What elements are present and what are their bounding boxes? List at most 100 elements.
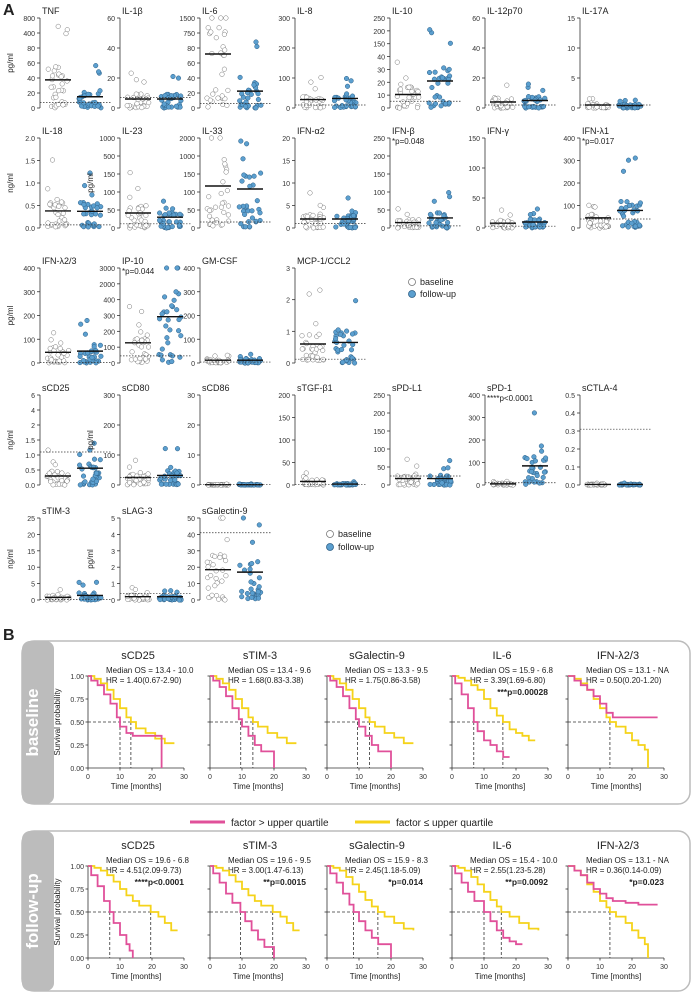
- baseline-point: [49, 73, 56, 79]
- x-tick-label: 30: [302, 774, 310, 781]
- follow-up-point: [427, 481, 433, 487]
- baseline-point: [62, 205, 68, 211]
- y-tick-label: 1.5: [25, 159, 35, 166]
- baseline-point: [225, 203, 232, 209]
- follow-up-point: [258, 170, 264, 176]
- follow-up-point: [448, 478, 454, 484]
- follow-up-point: [253, 105, 259, 111]
- y-tick-label: 100: [103, 345, 115, 352]
- follow-up-point: [629, 220, 635, 226]
- y-tick-label: 400: [468, 393, 480, 400]
- follow-up-point: [445, 465, 451, 471]
- follow-up-point: [254, 43, 260, 50]
- y-tick-label: 0: [381, 483, 385, 490]
- baseline-point: [317, 202, 323, 208]
- y-tick-label: 1: [286, 329, 290, 336]
- baseline-point: [209, 217, 215, 223]
- group-label: follow-up: [23, 873, 42, 949]
- plot-title: IFN-β: [392, 126, 415, 136]
- plot-title: IL-6: [202, 6, 218, 16]
- follow-up-point: [624, 199, 630, 205]
- plot-title: MCP-1/CCL2: [297, 256, 351, 266]
- y-tick-label: 100: [103, 453, 115, 460]
- baseline-point: [226, 218, 232, 224]
- x-tick-label: 0: [86, 774, 90, 781]
- follow-up-point: [170, 73, 176, 80]
- baseline-point: [45, 66, 51, 72]
- y-tick-label: 50: [377, 208, 385, 215]
- follow-up-point: [238, 221, 244, 227]
- plot-title: TNF: [42, 6, 60, 16]
- follow-up-point: [436, 210, 443, 216]
- baseline-point: [64, 478, 70, 484]
- baseline-point: [213, 35, 219, 41]
- baseline-point: [65, 472, 71, 478]
- baseline-point: [63, 31, 69, 37]
- km-curve-high: [568, 675, 658, 719]
- follow-up-point: [161, 101, 167, 107]
- follow-up-point: [531, 410, 537, 416]
- baseline-point: [132, 356, 138, 362]
- follow-up-point: [174, 265, 180, 271]
- follow-up-point: [339, 346, 345, 353]
- scatter-plot: IFN-γ 0 50 100 150: [468, 126, 557, 233]
- baseline-point: [414, 463, 420, 469]
- follow-up-point: [175, 481, 181, 487]
- y-tick-label: 0: [31, 361, 35, 368]
- follow-up-point: [168, 588, 174, 594]
- y-tick-label: 100: [278, 438, 290, 445]
- follow-up-point: [432, 101, 439, 107]
- baseline-point: [145, 471, 151, 477]
- follow-up-point: [251, 82, 257, 88]
- follow-up-point: [91, 456, 98, 462]
- baseline-point: [205, 25, 211, 31]
- baseline-point: [59, 81, 65, 87]
- y-tick-label: 0: [381, 226, 385, 233]
- baseline-point: [415, 88, 421, 95]
- baseline-point: [396, 105, 403, 111]
- follow-up-point: [173, 289, 179, 295]
- x-tick-label: 20: [387, 774, 395, 781]
- baseline-point: [52, 344, 59, 350]
- y-tick-label: 100: [183, 337, 195, 344]
- y-tick-label: 20: [472, 76, 480, 83]
- baseline-point: [317, 344, 323, 350]
- km-curve-low: [568, 675, 649, 768]
- baseline-point: [126, 474, 132, 480]
- scatter-plot: sCD25 0.0 0.5 1.0 1.5 2 4 6 ng/ml: [6, 383, 112, 490]
- km-title: IFN-λ2/3: [597, 650, 639, 662]
- y-tick-label: 20: [27, 91, 35, 98]
- y-tick-label: 0: [191, 361, 195, 368]
- km-plot: sTIM-3 Median OS = 13.4 - 9.6HR = 1.68(0.…: [207, 650, 311, 791]
- y-tick-label: 300: [23, 290, 35, 297]
- baseline-point: [223, 558, 229, 564]
- y-tick-label: 1.00: [70, 674, 84, 681]
- follow-up-point: [247, 566, 253, 572]
- plot-title: sTGF-β1: [297, 383, 333, 393]
- scatter-plot: IL-8 0 100 200 300: [278, 6, 367, 113]
- follow-up-point: [237, 562, 243, 568]
- follow-up-point: [255, 559, 261, 565]
- follow-up-point: [248, 351, 254, 357]
- follow-up-point: [249, 215, 255, 221]
- legend-follow-up-label: follow-up: [338, 542, 374, 552]
- y-tick-label: 400: [103, 298, 115, 305]
- x-tick-label: 30: [660, 964, 668, 971]
- follow-up-point: [256, 575, 262, 581]
- follow-up-point: [536, 105, 542, 111]
- plot-title: sTIM-3: [42, 506, 70, 516]
- plot-title: IL-18: [42, 126, 63, 136]
- legend-yellow-label: factor ≤ upper quartile: [396, 818, 494, 829]
- p-value: *p=0.014: [388, 877, 423, 887]
- km-curve-high: [452, 865, 523, 946]
- follow-up-point: [539, 448, 545, 454]
- y-tick-label: 150: [103, 172, 115, 179]
- baseline-point: [47, 345, 53, 351]
- baseline-point: [206, 207, 213, 213]
- y-tick-label: 40: [377, 55, 385, 62]
- follow-up-point: [249, 208, 255, 214]
- plot-title: IFN-λ1: [582, 126, 609, 136]
- follow-up-point: [244, 590, 250, 597]
- hazard-ratio: HR = 4.51(2.09-9.73): [106, 866, 182, 875]
- km-title: sGalectin-9: [349, 840, 405, 852]
